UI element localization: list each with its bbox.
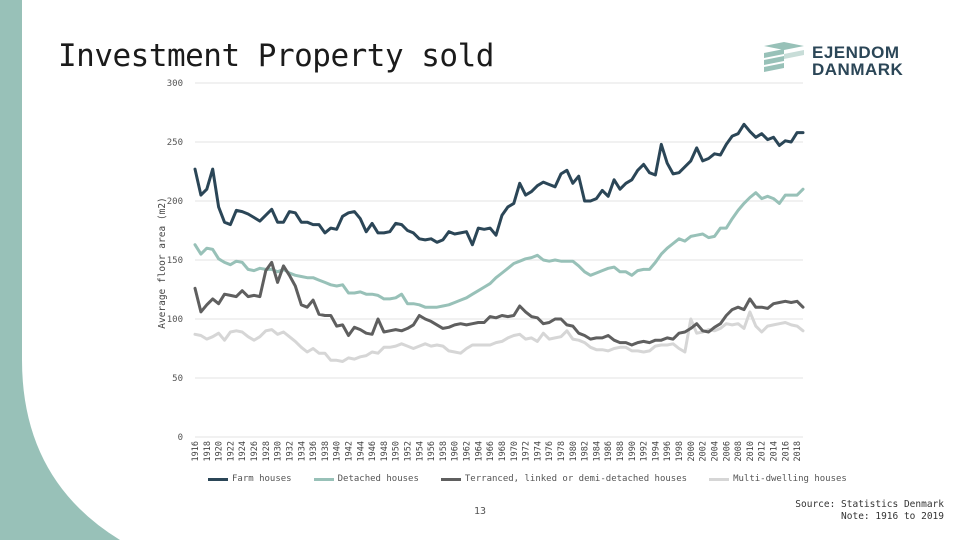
legend-label: Multi-dwelling houses bbox=[733, 474, 847, 484]
legend-item: Detached houses bbox=[313, 474, 419, 484]
legend-swatch bbox=[709, 477, 730, 481]
x-tick-label: 1930 bbox=[274, 441, 284, 461]
x-tick-label: 1970 bbox=[510, 441, 520, 461]
note-line: Note: 1916 to 2019 bbox=[841, 511, 944, 522]
x-tick-label: 2018 bbox=[793, 441, 803, 461]
x-tick-label: 2000 bbox=[687, 441, 697, 461]
x-tick-label: 1998 bbox=[675, 441, 685, 461]
x-tick-label: 1954 bbox=[415, 441, 425, 461]
legend-swatch bbox=[208, 477, 228, 481]
x-tick-label: 1956 bbox=[427, 441, 437, 461]
legend-item: Multi-dwelling houses bbox=[709, 474, 847, 484]
legend-label: Terranced, linked or demi-detached house… bbox=[464, 474, 688, 484]
x-tick-label: 1952 bbox=[404, 441, 414, 461]
x-tick-label: 1980 bbox=[569, 441, 579, 461]
x-tick-label: 1972 bbox=[522, 441, 532, 461]
x-tick-label: 1984 bbox=[592, 441, 602, 461]
x-tick-label: 1944 bbox=[356, 441, 366, 461]
y-tick-label: 250 bbox=[167, 138, 183, 148]
x-tick-label: 1966 bbox=[486, 441, 496, 461]
series-line bbox=[193, 310, 805, 363]
legend-item: Farm houses bbox=[208, 474, 292, 484]
x-tick-label: 1982 bbox=[581, 441, 591, 461]
series-line bbox=[193, 122, 805, 247]
x-tick-label: 1922 bbox=[226, 441, 236, 461]
x-tick-label: 1924 bbox=[238, 441, 248, 461]
series-line bbox=[193, 260, 805, 347]
page-number: 13 bbox=[474, 506, 487, 517]
legend-swatch bbox=[313, 477, 334, 481]
x-tick-label: 1992 bbox=[640, 441, 650, 461]
x-tick-label: 1962 bbox=[463, 441, 473, 461]
y-axis-label: Average floor area (m2) bbox=[157, 197, 168, 329]
legend-swatch bbox=[440, 477, 461, 481]
x-tick-label: 1926 bbox=[250, 441, 260, 461]
y-tick-label: 200 bbox=[167, 197, 183, 207]
x-tick-label: 1918 bbox=[203, 441, 213, 461]
x-tick-label: 1990 bbox=[628, 441, 638, 461]
x-tick-label: 1976 bbox=[545, 441, 555, 461]
y-tick-label: 100 bbox=[167, 315, 183, 325]
legend-label: Farm houses bbox=[232, 474, 292, 484]
y-tick-label: 0 bbox=[178, 433, 183, 443]
x-tick-label: 2016 bbox=[781, 441, 791, 461]
y-tick-label: 150 bbox=[167, 256, 183, 266]
x-tick-label: 2008 bbox=[734, 441, 744, 461]
x-tick-label: 1934 bbox=[297, 441, 307, 461]
x-tick-label: 2014 bbox=[769, 441, 779, 461]
x-tick-label: 1928 bbox=[262, 441, 272, 461]
slide-title: Investment Property sold bbox=[58, 38, 494, 74]
x-tick-label: 2006 bbox=[722, 441, 732, 461]
y-tick-label: 300 bbox=[167, 79, 183, 89]
x-tick-label: 1964 bbox=[474, 441, 484, 461]
legend-item: Terranced, linked or demi-detached house… bbox=[440, 474, 688, 484]
chart-legend: Farm houses Detached houses Terranced, lin… bbox=[208, 474, 847, 484]
x-tick-label: 1938 bbox=[321, 441, 331, 461]
x-tick-label: 1946 bbox=[368, 441, 378, 461]
x-tick-label: 1974 bbox=[533, 441, 543, 461]
x-tick-label: 1940 bbox=[333, 441, 343, 461]
legend-label: Detached houses bbox=[337, 474, 419, 484]
x-tick-label: 1936 bbox=[309, 441, 319, 461]
x-tick-label: 1950 bbox=[392, 441, 402, 461]
x-tick-label: 1996 bbox=[663, 441, 673, 461]
x-tick-label: 2002 bbox=[699, 441, 709, 461]
accent-curve bbox=[0, 360, 120, 540]
x-tick-label: 1960 bbox=[451, 441, 461, 461]
source-line: Source: Statistics Denmark bbox=[795, 499, 944, 510]
x-tick-label: 1942 bbox=[344, 441, 354, 461]
x-tick-label: 1986 bbox=[604, 441, 614, 461]
x-tick-label: 1978 bbox=[557, 441, 567, 461]
x-tick-label: 1968 bbox=[498, 441, 508, 461]
series-line bbox=[193, 187, 805, 309]
x-tick-label: 1932 bbox=[285, 441, 295, 461]
y-tick-label: 50 bbox=[172, 374, 183, 384]
x-tick-label: 1920 bbox=[215, 441, 225, 461]
x-tick-label: 2010 bbox=[746, 441, 756, 461]
x-tick-label: 2004 bbox=[710, 441, 720, 461]
logo bbox=[764, 42, 804, 72]
logo-text-line1: EJENDOM bbox=[812, 43, 900, 62]
x-tick-label: 1916 bbox=[191, 441, 201, 461]
source-note: Source: Statistics Denmark Note: 1916 to… bbox=[795, 499, 944, 523]
logo-text-line2: DANMARK bbox=[812, 60, 904, 79]
x-tick-label: 1988 bbox=[616, 441, 626, 461]
x-tick-label: 1958 bbox=[439, 441, 449, 461]
x-tick-label: 1994 bbox=[651, 441, 661, 461]
x-tick-label: 2012 bbox=[758, 441, 768, 461]
logo-mark-icon bbox=[764, 42, 804, 72]
x-tick-label: 1948 bbox=[380, 441, 390, 461]
